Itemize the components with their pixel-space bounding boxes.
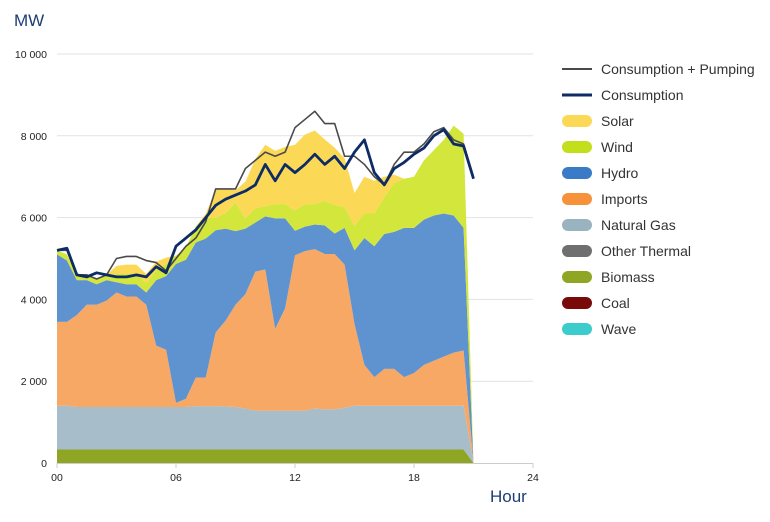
legend-swatch-imports: [562, 193, 592, 205]
line-consumption: [56, 128, 475, 279]
x-tick-label-6: 06: [170, 472, 182, 484]
y-tick-label-4000: 4 000: [21, 294, 47, 306]
legend-swatch-solar: [562, 115, 592, 127]
legend-swatch-wind: [562, 141, 592, 153]
legend-label-wind[interactable]: Wind: [601, 139, 633, 155]
legend-label-other-thermal[interactable]: Other Thermal: [601, 243, 691, 259]
x-tick-label-12: 12: [289, 472, 301, 484]
legend-swatch-other-thermal: [562, 245, 592, 257]
legend-label-consumption[interactable]: Consumption: [601, 87, 684, 103]
area-natural-gas: [57, 405, 474, 463]
x-axis-title: Hour: [490, 487, 527, 506]
legend-label-wave[interactable]: Wave: [601, 321, 636, 337]
legend-swatch-wave: [562, 323, 592, 335]
legend-label-imports[interactable]: Imports: [601, 191, 648, 207]
area-wind: [57, 125, 474, 463]
area-biomass: [57, 449, 474, 463]
legend-label-solar[interactable]: Solar: [601, 113, 634, 129]
legend-label-biomass[interactable]: Biomass: [601, 269, 655, 285]
x-tick-label-18: 18: [408, 472, 420, 484]
y-axis-unit-label: MW: [14, 11, 45, 30]
legend-swatch-biomass: [562, 271, 592, 283]
x-tick-label-24: 24: [527, 472, 539, 484]
legend-swatch-coal: [562, 297, 592, 309]
legend-label-coal[interactable]: Coal: [601, 295, 630, 311]
legend-swatch-hydro: [562, 167, 592, 179]
legend-label-natural-gas[interactable]: Natural Gas: [601, 217, 676, 233]
line-consumption-pumping: [57, 110, 475, 280]
y-tick-label-0: 0: [41, 458, 47, 470]
y-tick-label-10000: 10 000: [15, 49, 47, 61]
x-tick-label-0: 00: [51, 472, 63, 484]
y-tick-label-6000: 6 000: [21, 213, 47, 225]
legend-label-hydro[interactable]: Hydro: [601, 165, 639, 181]
area-hydro: [57, 213, 474, 463]
y-tick-label-8000: 8 000: [21, 131, 47, 143]
legend-label-consumption-pumping[interactable]: Consumption + Pumping: [601, 61, 755, 77]
legend-swatch-natural-gas: [562, 219, 592, 231]
area-imports: [57, 249, 474, 463]
y-tick-label-2000: 2 000: [21, 376, 47, 388]
area-solar: [57, 125, 474, 463]
